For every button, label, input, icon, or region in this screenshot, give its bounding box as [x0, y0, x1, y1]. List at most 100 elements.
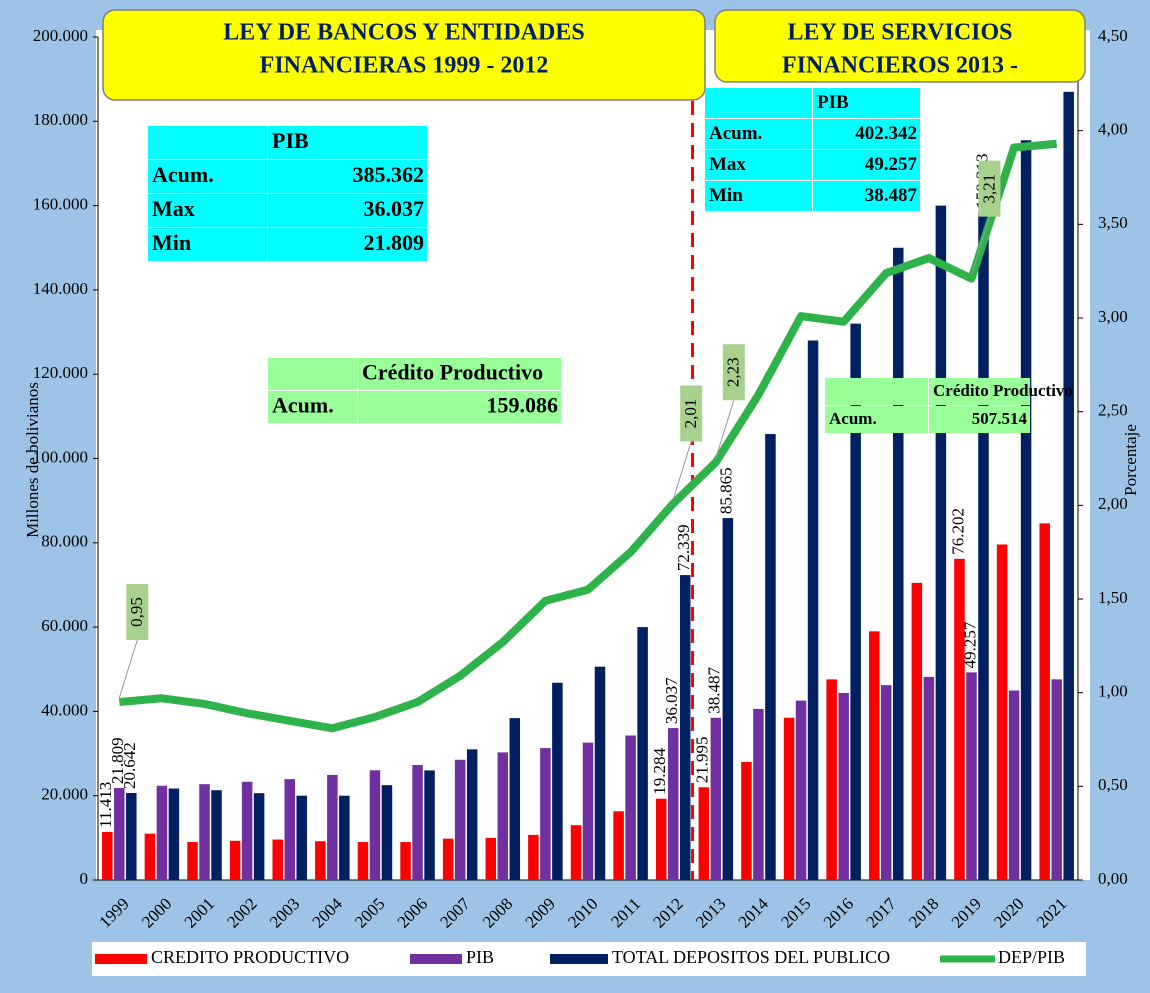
- bar: [869, 631, 880, 880]
- bar: [126, 792, 137, 880]
- pib-table-text: 21.809: [364, 230, 425, 255]
- credit-table-text: Crédito Productivo: [362, 360, 543, 385]
- bar: [199, 784, 210, 880]
- y-tick-label: 100.000: [33, 447, 88, 466]
- bar: [783, 717, 795, 880]
- bar: [187, 842, 198, 880]
- bar: [637, 627, 648, 880]
- credit-table-cell: [825, 378, 928, 405]
- y-axis-label: Millones de bolivianos: [23, 382, 42, 538]
- pib-table-cell: [705, 119, 812, 149]
- data-label: 49.257: [960, 621, 979, 668]
- pib-table-cell: [148, 194, 267, 227]
- pib-table-cell: [268, 160, 427, 193]
- pib-table-text: Min: [709, 185, 743, 206]
- period-title-box: [714, 9, 1086, 83]
- credit-table-cell: [268, 358, 357, 390]
- credit-table-cell: [358, 391, 561, 423]
- bar: [369, 770, 381, 880]
- bar: [850, 323, 861, 880]
- pib-table-text: 36.037: [364, 196, 425, 221]
- y-tick-label: 160.000: [33, 195, 88, 214]
- bar: [753, 708, 764, 880]
- legend-swatch: [410, 954, 462, 964]
- pib-table-text: Acum.: [709, 123, 762, 144]
- credit-table-text: 159.086: [487, 393, 559, 418]
- data-label: 38.487: [705, 667, 724, 714]
- pib-table-cell: [813, 119, 920, 149]
- bar: [327, 774, 338, 880]
- bar: [296, 795, 307, 880]
- pib-table-text: Min: [152, 230, 191, 255]
- data-label: 72.339: [674, 524, 693, 571]
- bar: [881, 685, 892, 880]
- pib-table-cell: [148, 228, 267, 261]
- bar: [144, 833, 156, 880]
- bar: [1051, 679, 1062, 880]
- y-tick-label: 140.000: [33, 279, 88, 298]
- legend-swatch: [95, 954, 147, 964]
- y-tick-label: 180.000: [33, 110, 88, 129]
- bar: [229, 840, 241, 880]
- pib-table-cell: [813, 181, 920, 211]
- bar: [381, 785, 393, 880]
- bar: [893, 247, 904, 880]
- credit-table-cell: [268, 391, 357, 423]
- bar: [741, 761, 752, 880]
- data-label-box: [680, 385, 703, 442]
- bar: [357, 842, 369, 880]
- credit-table-text: Acum.: [829, 409, 877, 428]
- data-label: 85.865: [717, 467, 736, 514]
- data-label: 21.995: [693, 737, 712, 784]
- y-tick-label: 200.000: [33, 26, 88, 45]
- data-label: 36.037: [662, 677, 681, 724]
- pib-table-cell: [148, 126, 267, 159]
- pib-table-cell: [813, 88, 920, 118]
- bar: [284, 779, 295, 880]
- y2-tick-label: 1,50: [1098, 588, 1128, 607]
- bar: [442, 838, 454, 880]
- pib-table-cell: [148, 160, 267, 193]
- bar: [168, 788, 180, 880]
- data-label: 20.642: [120, 742, 139, 789]
- bar: [339, 795, 350, 880]
- y2-tick-label: 1,00: [1098, 682, 1128, 701]
- bar: [156, 785, 168, 880]
- y2-axis-label: Porcentaje: [1121, 424, 1140, 496]
- bar: [552, 682, 563, 880]
- bar: [838, 692, 849, 880]
- pib-table-text: 402.342: [855, 123, 917, 144]
- bar: [1039, 523, 1050, 880]
- pib-table-cell: [268, 194, 427, 227]
- legend-label: TOTAL DEPOSITOS DEL PUBLICO: [612, 947, 890, 967]
- credit-table-cell: [929, 378, 1030, 405]
- credit-table-text: 507.514: [972, 409, 1028, 428]
- bar: [667, 728, 679, 880]
- bar: [400, 842, 411, 880]
- bar: [253, 793, 265, 880]
- y2-tick-label: 3,50: [1098, 213, 1128, 232]
- legend-label: PIB: [466, 947, 494, 967]
- pib-table-cell: [705, 181, 812, 211]
- leader-line: [672, 441, 692, 500]
- credit-table-text: Acum.: [272, 393, 334, 418]
- bar: [1020, 140, 1032, 880]
- bar: [625, 735, 636, 880]
- bar: [954, 558, 965, 880]
- data-label: 2,01: [681, 399, 700, 429]
- pib-table-text: PIB: [817, 92, 849, 113]
- pib-table-cell: [268, 228, 427, 261]
- bar: [412, 765, 423, 880]
- leader-line: [715, 400, 735, 459]
- bar: [272, 839, 283, 880]
- bar: [1063, 91, 1074, 881]
- credit-table-cell: [825, 406, 928, 433]
- pib-table-text: PIB: [272, 128, 309, 153]
- pib-table-cell: [813, 150, 920, 180]
- credit-table-cell: [929, 406, 1030, 433]
- bar: [722, 518, 734, 880]
- bar: [826, 679, 837, 880]
- bar: [211, 790, 222, 880]
- leader-line: [971, 216, 990, 275]
